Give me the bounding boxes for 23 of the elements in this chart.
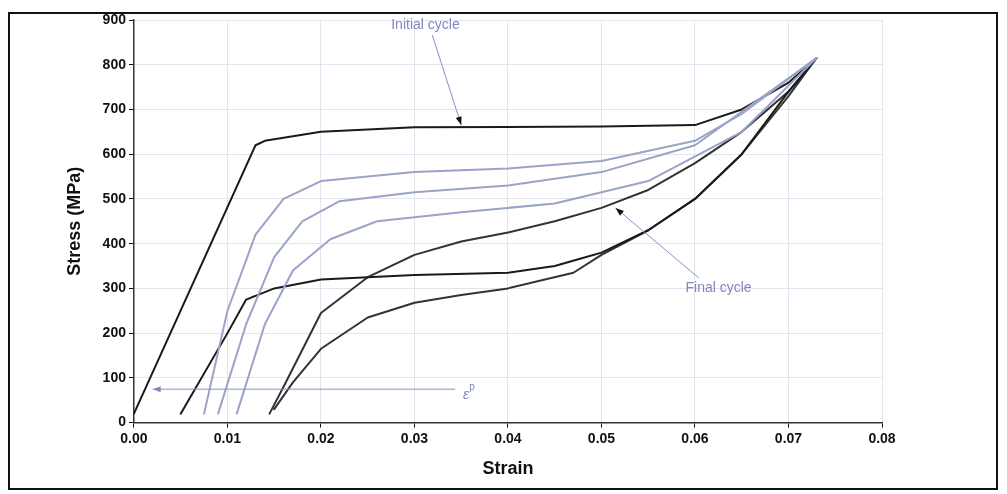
- annotation: Initial cycle: [391, 15, 460, 32]
- y-tick-label: 900: [102, 10, 127, 27]
- x-tick-label: 0.08: [868, 429, 896, 446]
- y-tick-label: 500: [102, 189, 127, 206]
- y-tick-label: 400: [102, 234, 127, 251]
- x-tick-label: 0.02: [307, 429, 335, 446]
- y-tick-label: 300: [102, 279, 127, 296]
- x-tick-label: 0.01: [213, 429, 242, 446]
- y-tick-label: 200: [102, 323, 127, 340]
- annotation: Final cycle: [685, 278, 752, 295]
- y-tick-label: 600: [102, 145, 127, 162]
- x-tick-label: 0.07: [774, 429, 803, 446]
- x-tick-label: 0.04: [494, 429, 522, 446]
- y-tick-label: 100: [102, 368, 127, 385]
- x-tick-label: 0.06: [681, 429, 709, 446]
- y-tick-label: 800: [102, 55, 127, 72]
- x-tick-label: 0.05: [587, 429, 616, 446]
- y-tick-label: 0: [118, 413, 127, 430]
- y-axis-title: Stress (MPa): [63, 166, 84, 276]
- y-tick-label: 700: [102, 100, 127, 117]
- x-axis-title: Strain: [482, 458, 534, 479]
- x-tick-label: 0.03: [400, 429, 429, 446]
- x-tick-label: 0.00: [120, 429, 148, 446]
